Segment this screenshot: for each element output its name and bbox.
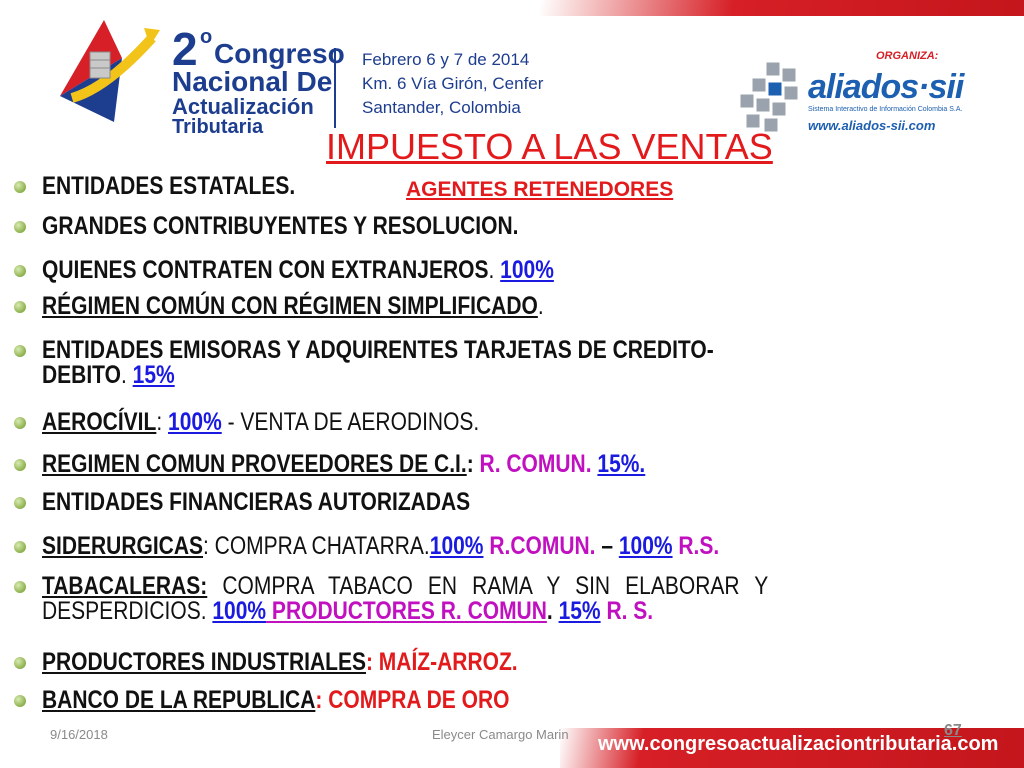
organizer-url[interactable]: www.aliados-sii.com bbox=[808, 118, 936, 133]
event-date: Febrero 6 y 7 de 2014 bbox=[362, 50, 530, 69]
list-item: REGIMEN COMUN PROVEEDORES DE C.I.: R. CO… bbox=[14, 452, 1010, 477]
organizer-name: aliados·sii bbox=[808, 68, 964, 106]
list-item: GRANDES CONTRIBUYENTES Y RESOLUCION. bbox=[14, 214, 1010, 239]
bullet-rest: - VENTA DE AERODINOS. bbox=[221, 408, 480, 436]
bullet-punct: . bbox=[546, 597, 559, 625]
percent-link[interactable]: 100% bbox=[212, 597, 267, 625]
bullet-punct: : bbox=[466, 450, 474, 478]
green-dot-icon bbox=[14, 657, 26, 669]
bullet-text: RÉGIMEN COMÚN CON RÉGIMEN SIMPLIFICADO bbox=[42, 292, 538, 320]
event-city: Santander, Colombia bbox=[362, 98, 521, 117]
event-place: Km. 6 Vía Girón, Cenfer bbox=[362, 74, 544, 93]
bullet-name: REGIMEN COMUN PROVEEDORES DE C.I. bbox=[42, 450, 467, 478]
bullet-punct: . bbox=[537, 292, 544, 320]
percent-link[interactable]: 100% bbox=[168, 408, 222, 436]
bullet-rest: : COMPRA CHATARRA. bbox=[203, 532, 430, 560]
page-number: 67 bbox=[944, 722, 962, 739]
logo-degree: o bbox=[200, 26, 213, 48]
list-item: ENTIDADES ESTATALES. bbox=[14, 174, 1010, 199]
list-item: TABACALERAS: COMPRA TABACO EN RAMA Y SIN… bbox=[14, 574, 1010, 624]
green-dot-icon bbox=[14, 417, 26, 429]
logo-number: 2 bbox=[172, 23, 198, 75]
list-item: AEROCÍVIL: 100% - VENTA DE AERODINOS. bbox=[14, 410, 1010, 435]
footer-url[interactable]: www.congresoactualizaciontributaria.com bbox=[598, 733, 999, 755]
pyramid-arrow-logo-icon bbox=[60, 20, 160, 122]
slide-subtitle: AGENTES RETENEDORES bbox=[406, 178, 674, 201]
bullet-text: ENTIDADES ESTATALES. bbox=[42, 172, 296, 200]
bullet-text-cont: DEBITO bbox=[42, 361, 121, 389]
footer-red-band bbox=[560, 728, 1024, 768]
list-item: PRODUCTORES INDUSTRIALES: MAÍZ-ARROZ. bbox=[14, 650, 1010, 675]
list-item: BANCO DE LA REPUBLICA: COMPRA DE ORO bbox=[14, 688, 1010, 713]
green-dot-icon bbox=[14, 221, 26, 233]
list-item: ENTIDADES FINANCIERAS AUTORIZADAS bbox=[14, 490, 1010, 515]
percent-link[interactable]: 100% bbox=[429, 532, 484, 560]
bullet-text: ENTIDADES FINANCIERAS AUTORIZADAS bbox=[42, 488, 471, 516]
percent-link[interactable]: 15% bbox=[558, 597, 601, 625]
bullet-text: GRANDES CONTRIBUYENTES Y RESOLUCION. bbox=[42, 212, 519, 240]
footer-date: 9/16/2018 bbox=[50, 727, 108, 742]
bullet-name: BANCO DE LA REPUBLICA bbox=[42, 686, 316, 714]
bullet-rest: : MAÍZ-ARROZ. bbox=[365, 648, 518, 676]
regime-label: R.S. bbox=[672, 532, 720, 560]
green-dot-icon bbox=[14, 695, 26, 707]
bullet-punct: : bbox=[156, 408, 163, 436]
list-item: SIDERURGICAS: COMPRA CHATARRA.100% R.COM… bbox=[14, 534, 1010, 559]
percent-link[interactable]: 100% bbox=[500, 256, 554, 284]
cubes-logo-icon bbox=[739, 61, 799, 133]
percent-link[interactable]: 15%. bbox=[597, 450, 646, 478]
logo-line-3: Actualización bbox=[172, 94, 314, 119]
regime-label: R.COMUN. bbox=[483, 532, 596, 560]
header-divider bbox=[334, 48, 336, 128]
bullet-rest-cont: DESPERDICIOS. bbox=[42, 597, 213, 625]
green-dot-icon bbox=[14, 301, 26, 313]
green-dot-icon bbox=[14, 181, 26, 193]
slide-title: IMPUESTO A LAS VENTAS bbox=[326, 126, 773, 167]
logo-line-4: Tributaria bbox=[172, 116, 264, 138]
bullet-rest: : COMPRA DE ORO bbox=[315, 686, 510, 714]
bullet-name: SIDERURGICAS bbox=[42, 532, 204, 560]
organizer-label: ORGANIZA: bbox=[876, 50, 939, 62]
percent-link[interactable]: 100% bbox=[618, 532, 673, 560]
green-dot-icon bbox=[14, 459, 26, 471]
bullet-name: PRODUCTORES INDUSTRIALES bbox=[42, 648, 366, 676]
list-item: RÉGIMEN COMÚN CON RÉGIMEN SIMPLIFICADO. bbox=[14, 294, 1010, 319]
list-item: QUIENES CONTRATEN CON EXTRANJEROS. 100% bbox=[14, 258, 1010, 283]
bullet-dash: – bbox=[595, 532, 619, 560]
logo-line-2: Nacional De bbox=[172, 66, 333, 97]
bullet-text: ENTIDADES EMISORAS Y ADQUIRENTES TARJETA… bbox=[42, 336, 714, 364]
bullet-punct: . bbox=[120, 361, 127, 389]
top-red-banner bbox=[540, 0, 1024, 16]
bullet-punct: . bbox=[488, 256, 495, 284]
bullet-text: QUIENES CONTRATEN CON EXTRANJEROS bbox=[42, 256, 489, 284]
organizer-tagline: Sistema Interactivo de Información Colom… bbox=[808, 106, 963, 113]
percent-link[interactable]: 15% bbox=[132, 361, 175, 389]
regime-label: PRODUCTORES R. COMUN bbox=[266, 597, 547, 625]
regime-label: R. COMUN. bbox=[479, 450, 592, 478]
green-dot-icon bbox=[14, 541, 26, 553]
list-item: ENTIDADES EMISORAS Y ADQUIRENTES TARJETA… bbox=[14, 338, 1010, 388]
bullet-rest: COMPRA TABACO EN RAMA Y SIN ELABORAR Y bbox=[207, 572, 769, 600]
regime-label: R. S. bbox=[600, 597, 654, 625]
green-dot-icon bbox=[14, 497, 26, 509]
logo-line-1: Congreso bbox=[214, 38, 345, 69]
green-dot-icon bbox=[14, 265, 26, 277]
bullet-name: TABACALERAS: bbox=[42, 572, 208, 600]
green-dot-icon bbox=[14, 345, 26, 357]
bullet-name: AEROCÍVIL bbox=[42, 408, 157, 436]
footer-author: Eleycer Camargo Marin bbox=[432, 727, 569, 742]
green-dot-icon bbox=[14, 581, 26, 593]
